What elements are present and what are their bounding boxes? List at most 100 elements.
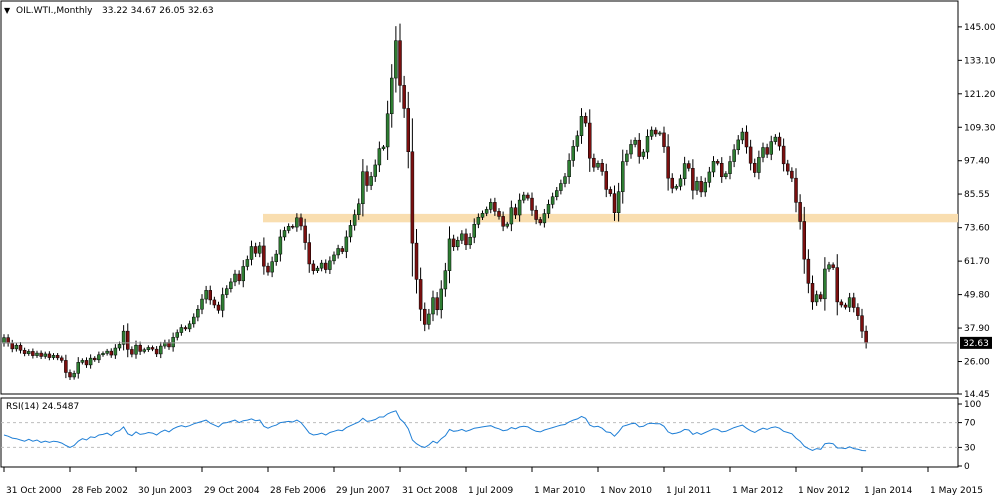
candle — [22, 347, 27, 357]
candle — [47, 351, 52, 361]
candle — [682, 156, 687, 186]
rsi-tick-label: 0 — [964, 462, 970, 472]
candle — [711, 156, 716, 178]
candle — [237, 270, 241, 285]
candle-body-bull — [505, 223, 509, 227]
candle — [678, 174, 683, 191]
candle-body-bull — [555, 190, 559, 197]
x-tick-label: 1 Nov 2010 — [600, 486, 652, 496]
candle — [563, 172, 567, 188]
candle — [138, 341, 142, 355]
candle-body-bull — [117, 344, 122, 349]
candle-body-bear — [662, 132, 666, 147]
candle-body-bull — [489, 202, 493, 210]
candle-body-bull — [113, 347, 118, 356]
candle — [64, 354, 68, 379]
candle-body-bear — [715, 161, 720, 164]
candle — [534, 205, 538, 225]
candle-body-bear — [307, 242, 311, 265]
candle-body-bear — [699, 181, 703, 193]
candle — [398, 23, 402, 103]
y-tick-label: 26.00 — [964, 358, 990, 368]
candle-body-bull — [769, 141, 773, 155]
candle-body-bull — [522, 194, 526, 201]
candle — [109, 348, 113, 358]
candle — [852, 292, 856, 313]
candle — [35, 350, 39, 358]
candle — [427, 308, 431, 330]
candle-body-bull — [625, 153, 629, 162]
candle — [757, 150, 761, 180]
candle — [14, 342, 19, 352]
candle-body-bull — [616, 191, 621, 214]
candle — [385, 100, 390, 160]
candle — [550, 192, 555, 209]
y-tick-label: 109.30 — [964, 123, 996, 133]
candle-body-bull — [336, 248, 340, 256]
candle — [258, 241, 262, 258]
candle — [484, 206, 489, 217]
candle — [732, 144, 736, 168]
candle-body-bull — [575, 135, 580, 147]
candle — [154, 346, 159, 358]
candle — [80, 358, 85, 365]
x-tick-label: 28 Feb 2006 — [270, 486, 326, 496]
candle-body-bull — [175, 332, 179, 338]
candle-body-bull — [295, 217, 299, 228]
y-tick-label: 49.80 — [964, 291, 990, 301]
candle — [295, 213, 299, 232]
candle-body-bear — [497, 211, 501, 217]
candle — [637, 133, 641, 164]
candle-body-bull — [146, 347, 151, 350]
candle-body-bear — [798, 202, 802, 222]
candle-body-bear — [150, 347, 155, 350]
candle — [319, 259, 324, 272]
candle-body-bear — [835, 267, 839, 303]
candle — [431, 290, 435, 322]
candle — [142, 347, 146, 354]
candle — [394, 26, 398, 93]
candle — [93, 356, 97, 362]
candle — [645, 129, 650, 159]
candle — [423, 302, 427, 332]
candle-body-bear — [748, 146, 753, 164]
candle — [765, 143, 769, 159]
candle — [699, 176, 703, 198]
candle-body-bull — [204, 290, 208, 300]
candle-body-bull — [385, 113, 390, 148]
candle — [245, 255, 250, 271]
candle-body-bull — [357, 203, 361, 215]
candle-body-bull — [35, 352, 39, 356]
candle — [315, 265, 320, 273]
candle-body-bull — [823, 268, 827, 300]
candle — [282, 226, 287, 241]
candle — [332, 251, 336, 265]
candle-body-bear — [22, 350, 27, 354]
candle-body-bear — [402, 85, 406, 109]
candle-body-bull — [101, 353, 105, 356]
candle — [233, 269, 237, 287]
symbol-dropdown-icon[interactable]: ▼ — [4, 6, 11, 15]
candle — [761, 142, 765, 163]
candle — [468, 233, 472, 249]
candle — [658, 130, 662, 137]
candle — [171, 332, 175, 352]
candle-body-bull — [43, 353, 47, 357]
candle-body-bull — [286, 226, 291, 231]
candle — [286, 223, 291, 234]
candle-body-bear — [720, 163, 724, 178]
candle-body-bull — [480, 213, 485, 218]
candle-body-bull — [732, 149, 736, 162]
candle — [414, 229, 419, 294]
candle-body-bear — [666, 146, 670, 179]
candle-body-bull — [703, 182, 707, 193]
candle — [476, 213, 481, 229]
candle — [592, 153, 596, 172]
candle — [134, 340, 138, 359]
candle-body-bear — [130, 349, 134, 355]
y-tick-label: 145.00 — [964, 23, 996, 33]
candle-body-bear — [55, 355, 60, 359]
candle — [819, 291, 823, 302]
candle — [839, 299, 844, 308]
candle-body-bull — [278, 236, 283, 255]
